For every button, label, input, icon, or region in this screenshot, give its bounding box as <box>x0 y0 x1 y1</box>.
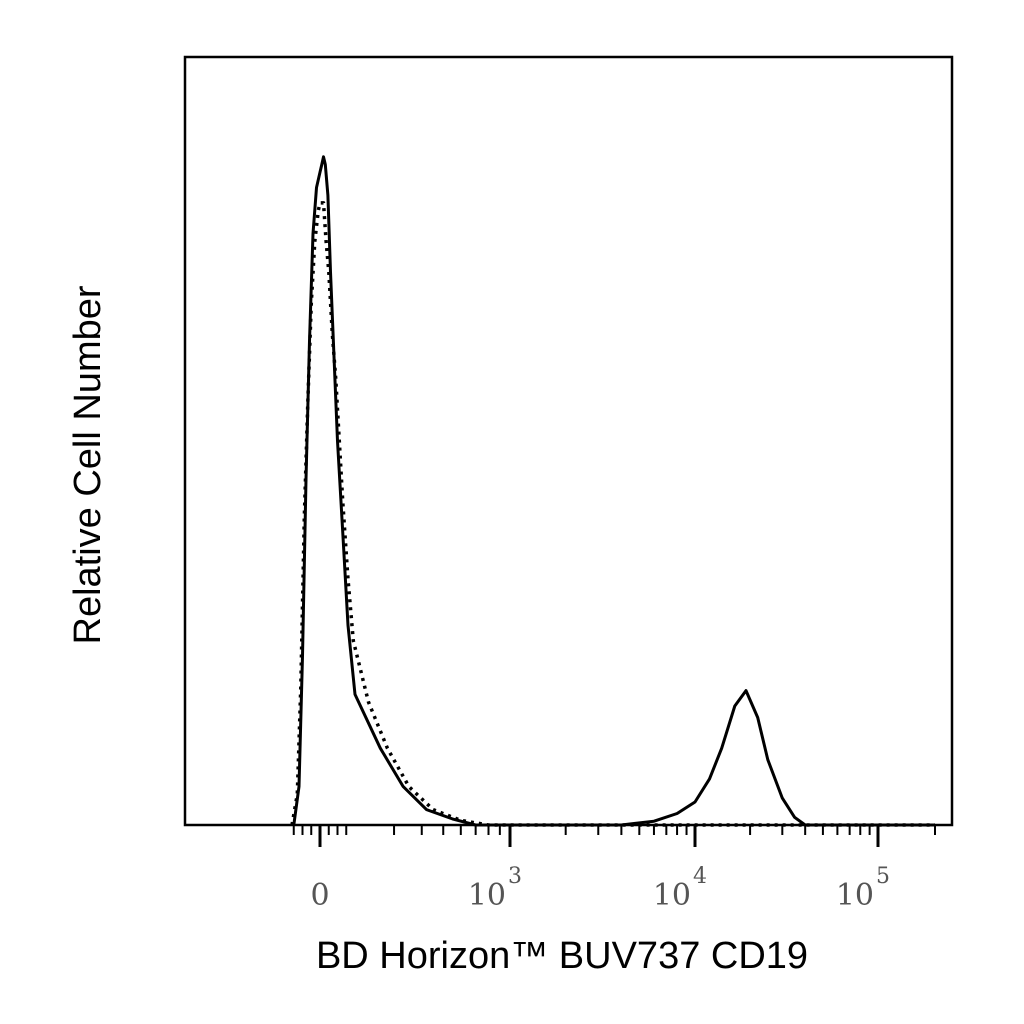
x-tick-label-exponent: 4 <box>693 864 707 889</box>
solid-series-line <box>292 155 935 827</box>
x-tick-label: 103 <box>468 864 522 913</box>
y-axis-title: Relative Cell Number <box>67 285 109 644</box>
x-tick-label-base: 10 <box>653 878 691 913</box>
x-tick-label: 105 <box>836 864 890 913</box>
x-tick-label-base: 10 <box>836 878 874 913</box>
series-layer <box>290 155 935 827</box>
dotted-series-line <box>290 201 935 827</box>
x-tick-label: 0 <box>310 878 329 913</box>
x-tick-label-base: 10 <box>468 878 506 913</box>
x-tick-label-exponent: 5 <box>876 864 890 889</box>
x-tick-label: 104 <box>653 864 707 913</box>
x-axis-major-ticks <box>318 825 880 847</box>
x-tick-label-base: 0 <box>310 878 329 913</box>
x-axis-title: BD Horizon™ BUV737 CD19 <box>316 935 808 977</box>
x-tick-label-exponent: 3 <box>508 864 522 889</box>
